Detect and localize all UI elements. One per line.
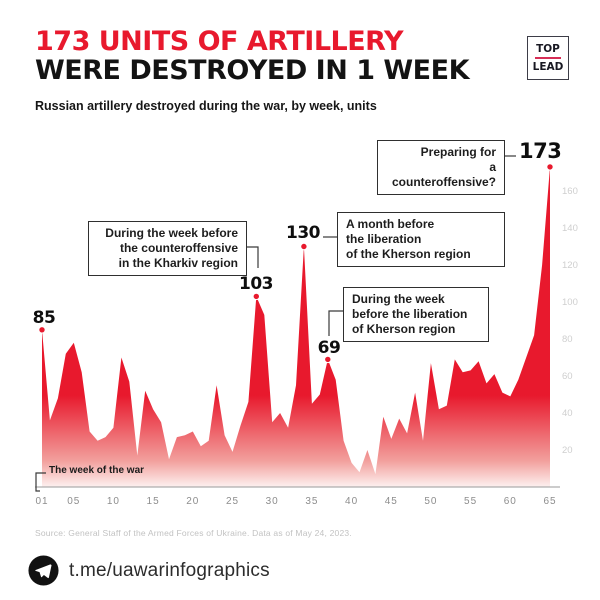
x-tick-label: 60 (504, 496, 517, 507)
connector-kherson-week-box (328, 310, 343, 336)
y-tick-label: 80 (562, 334, 573, 345)
x-axis-title: The week of the war (49, 465, 145, 476)
x-tick-label: 45 (385, 496, 398, 507)
y-tick-label: 160 (562, 186, 578, 197)
peak-label-103: 103 (239, 274, 274, 294)
logo-bottom-text: LEAD (532, 61, 564, 73)
peak-dot-130 (300, 242, 308, 251)
x-tick-label: 10 (107, 496, 120, 507)
peak-dot-69 (324, 355, 332, 364)
toplead-logo: TOP LEAD (527, 36, 569, 80)
x-tick-label: 25 (226, 496, 239, 507)
logo-top-text: TOP (536, 43, 560, 55)
source-note: Source: General Staff of the Armed Force… (35, 528, 352, 538)
x-tick-label: 15 (147, 496, 160, 507)
x-tick-label: 30 (266, 496, 279, 507)
x-tick-label: 55 (464, 496, 477, 507)
y-tick-label: 120 (562, 260, 578, 271)
annotation-preparing-counteroffensive: Preparing for a counteroffensive? (377, 140, 505, 195)
x-tick-label: 50 (424, 496, 437, 507)
peak-label-173: 173 (519, 139, 562, 163)
footer-link[interactable]: t.me/uawarinfographics (69, 559, 270, 581)
x-tick-label: 01 (35, 496, 48, 507)
week-axis-bracket (35, 472, 46, 492)
chart-subtitle: Russian artillery destroyed during the w… (35, 99, 377, 113)
telegram-icon (28, 555, 59, 586)
title-line-1: 173 UNITS OF ARTILLERY (35, 26, 404, 57)
page-title: 173 UNITS OF ARTILLERY WERE DESTROYED IN… (35, 26, 470, 87)
footer: t.me/uawarinfographics (28, 555, 270, 586)
x-tick-label: 20 (186, 496, 199, 507)
x-tick-label: 35 (305, 496, 318, 507)
y-tick-label: 60 (562, 371, 573, 382)
x-tick-label: 40 (345, 496, 358, 507)
peak-dot-103 (252, 292, 260, 301)
annotation-kherson-week-before: During the week before the liberation of… (343, 287, 489, 342)
peak-label-69: 69 (317, 338, 341, 358)
y-tick-label: 140 (562, 223, 578, 234)
logo-divider (535, 57, 561, 59)
annotation-kharkiv-counteroffensive: During the week before the counteroffens… (88, 221, 247, 276)
x-tick-label: 65 (543, 496, 556, 507)
peak-dot-85 (38, 326, 46, 334)
connector-kharkiv-box (246, 246, 259, 268)
annotation-kherson-month-before: A month before the liberation of the Khe… (337, 212, 505, 267)
y-tick-label: 20 (562, 445, 573, 456)
area-series-artillery (42, 166, 550, 487)
peak-label-130: 130 (286, 223, 321, 243)
peak-dot-173 (546, 163, 554, 171)
y-tick-label: 40 (562, 408, 573, 419)
title-line-2: WERE DESTROYED IN 1 WEEK (35, 55, 470, 87)
peak-label-85: 85 (32, 308, 56, 328)
y-tick-label: 100 (562, 297, 578, 308)
x-tick-label: 05 (67, 496, 80, 507)
